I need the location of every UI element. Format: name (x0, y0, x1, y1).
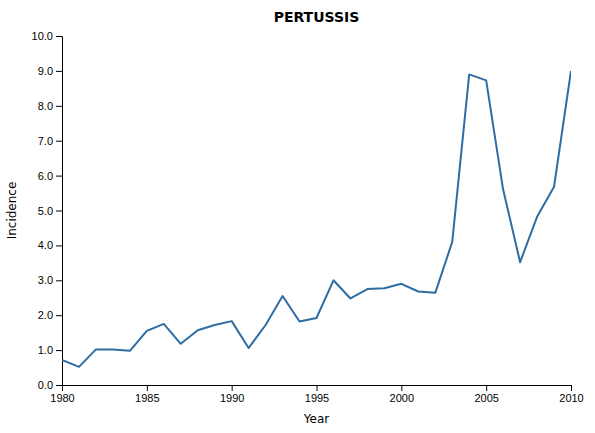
y-tick-label: 8.0 (38, 100, 53, 112)
y-tick-mark (56, 385, 62, 386)
x-axis-line (63, 386, 572, 392)
y-tick-mark (56, 280, 62, 281)
x-tick-label: 1980 (50, 392, 74, 404)
x-tick-mark (486, 385, 487, 391)
x-axis: 1980 1985 1990 1995 2000 2005 2010 (50, 385, 583, 404)
y-tick-label: 1.0 (38, 344, 53, 356)
y-tick-label: 9.0 (38, 65, 53, 77)
x-tick-mark (571, 385, 572, 391)
y-tick-mark (56, 211, 62, 212)
chart-svg: 1980 1985 1990 1995 2000 2005 2010 0.0 1.0 2.0 3.0… (0, 0, 595, 433)
y-tick-mark (56, 71, 62, 72)
x-tick: 1990 (220, 385, 244, 404)
y-tick: 9.0 (38, 65, 62, 77)
y-tick: 2.0 (38, 309, 62, 321)
y-tick-label: 4.0 (38, 239, 53, 251)
x-tick: 2005 (474, 385, 498, 404)
y-tick-label: 3.0 (38, 274, 53, 286)
y-tick: 8.0 (38, 100, 62, 112)
y-tick: 0.0 (38, 379, 62, 391)
y-tick-label: 6.0 (38, 170, 53, 182)
y-tick-label: 2.0 (38, 309, 53, 321)
x-tick: 1980 (50, 385, 74, 404)
y-tick-label: 10.0 (32, 30, 53, 42)
x-tick: 2010 (559, 385, 583, 404)
y-tick: 1.0 (38, 344, 62, 356)
line (62, 71, 571, 367)
x-tick-mark (147, 385, 148, 391)
y-tick-mark (56, 315, 62, 316)
y-tick-mark (56, 36, 62, 37)
y-tick: 3.0 (38, 274, 62, 286)
y-tick-label: 7.0 (38, 135, 53, 147)
y-tick-mark (56, 141, 62, 142)
y-tick-label: 5.0 (38, 205, 53, 217)
y-tick-label: 0.0 (38, 379, 53, 391)
marks (62, 71, 571, 367)
y-axis-line (56, 37, 63, 386)
y-axis-label: Incidence (5, 182, 19, 240)
y-tick-mark (56, 106, 62, 107)
x-tick-mark (401, 385, 402, 391)
x-tick-label: 2010 (559, 392, 583, 404)
x-tick-label: 2005 (474, 392, 498, 404)
y-tick-mark (56, 245, 62, 246)
x-tick: 1985 (135, 385, 159, 404)
x-tick-mark (232, 385, 233, 391)
y-tick-mark (56, 350, 62, 351)
x-tick-label: 1985 (135, 392, 159, 404)
x-tick-label: 1990 (220, 392, 244, 404)
y-tick: 7.0 (38, 135, 62, 147)
y-tick: 10.0 (32, 30, 62, 42)
x-tick: 2000 (390, 385, 414, 404)
x-tick: 1995 (305, 385, 329, 404)
plot-area: 1980 1985 1990 1995 2000 2005 2010 0.0 1.0 2.0 3.0… (32, 30, 584, 404)
x-tick-label: 1995 (305, 392, 329, 404)
x-tick-label: 2000 (390, 392, 414, 404)
y-tick: 5.0 (38, 205, 62, 217)
y-axis: 0.0 1.0 2.0 3.0 4.0 5.0 6.0 7.0 8.0 9.0 10.0 (32, 30, 63, 391)
y-tick-mark (56, 176, 62, 177)
x-axis-label: Year (303, 412, 329, 426)
x-tick-mark (317, 385, 318, 391)
y-tick: 6.0 (38, 170, 62, 182)
y-tick: 4.0 (38, 239, 62, 251)
title: PERTUSSIS (274, 9, 360, 25)
